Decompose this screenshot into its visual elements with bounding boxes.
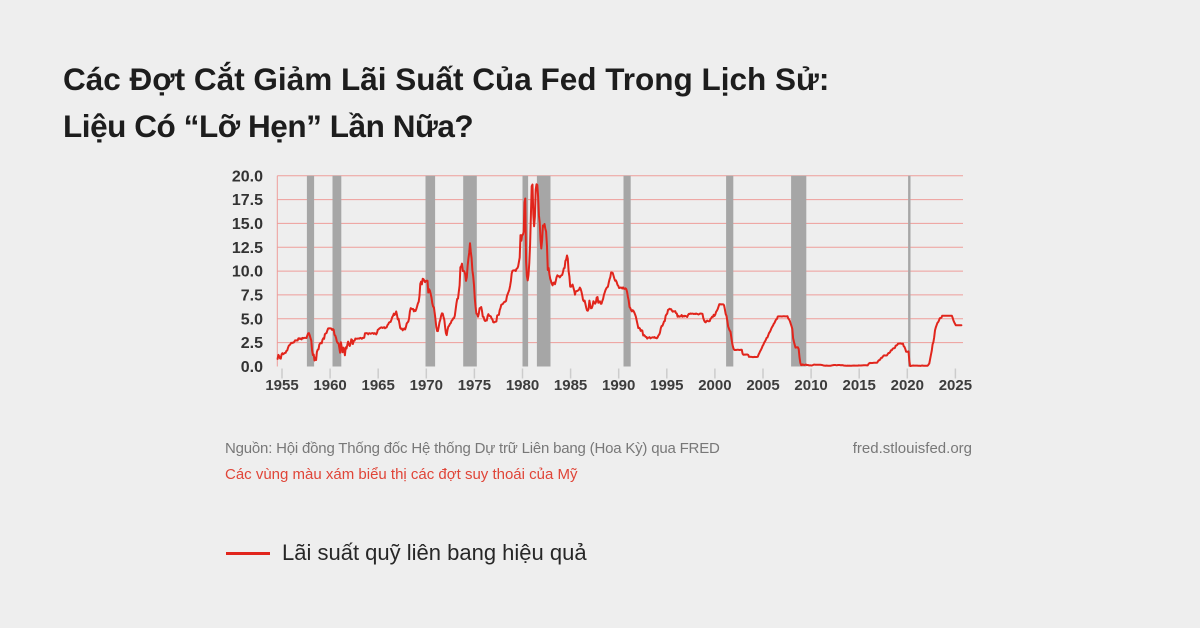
svg-text:1965: 1965	[362, 377, 395, 394]
svg-text:7.5: 7.5	[241, 288, 263, 305]
svg-text:2010: 2010	[794, 377, 827, 394]
svg-text:10.0: 10.0	[232, 264, 263, 281]
svg-text:2020: 2020	[891, 377, 924, 394]
svg-text:17.5: 17.5	[232, 192, 263, 209]
svg-text:20.0: 20.0	[232, 168, 263, 185]
svg-text:1980: 1980	[506, 377, 539, 394]
svg-text:2005: 2005	[746, 377, 779, 394]
svg-text:2000: 2000	[698, 377, 731, 394]
svg-text:0.0: 0.0	[241, 359, 263, 376]
svg-text:12.5: 12.5	[232, 240, 263, 257]
svg-text:1975: 1975	[458, 377, 491, 394]
svg-text:1970: 1970	[410, 377, 443, 394]
svg-text:1985: 1985	[554, 377, 587, 394]
svg-text:2.5: 2.5	[241, 335, 263, 352]
svg-text:1960: 1960	[313, 377, 346, 394]
svg-text:1990: 1990	[602, 377, 635, 394]
svg-text:5.0: 5.0	[241, 311, 263, 328]
svg-text:1955: 1955	[265, 377, 298, 394]
svg-text:15.0: 15.0	[232, 216, 263, 233]
svg-text:2025: 2025	[939, 377, 972, 394]
svg-text:2015: 2015	[843, 377, 876, 394]
svg-text:1995: 1995	[650, 377, 683, 394]
